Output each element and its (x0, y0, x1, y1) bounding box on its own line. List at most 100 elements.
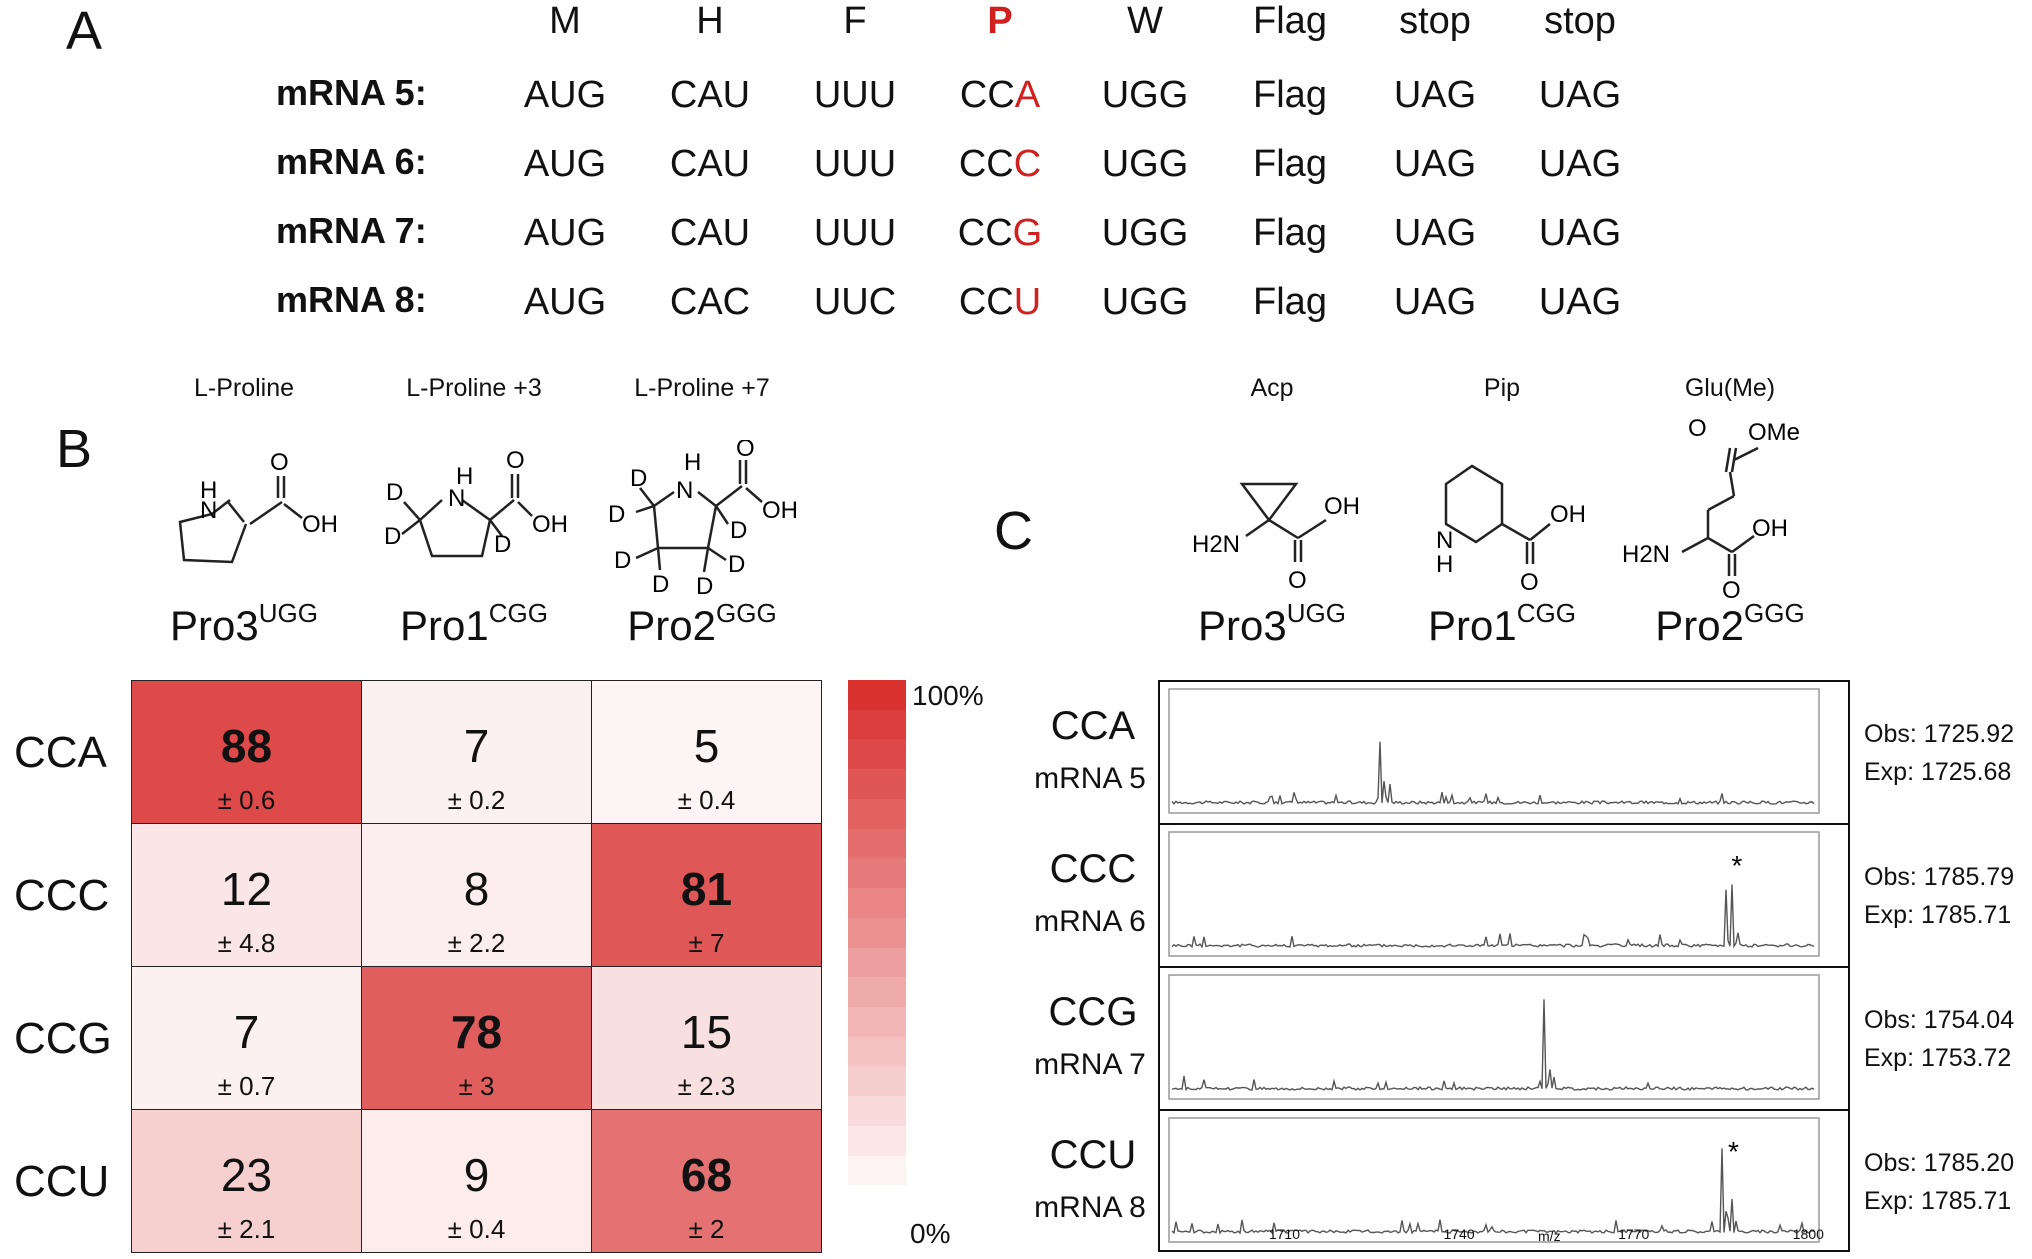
atom-n: N (448, 485, 465, 512)
trna-label-pro3: Pro3UGG (1198, 598, 1346, 649)
molecule-name-glu-me: Glu(Me) (1684, 374, 1776, 402)
molecule-name-acp: Acp (1250, 374, 1294, 402)
atom-oh: OH (762, 497, 798, 524)
atom-d: D (652, 571, 669, 598)
codon-cell: Flag (1253, 212, 1327, 254)
codon-cell: CCG (957, 212, 1043, 254)
spectrum-codon-label: CCC (1049, 847, 1137, 891)
codon-cell: CAC (669, 281, 751, 323)
color-scale-step (848, 680, 906, 711)
spectrum-plot: * (1168, 831, 1820, 957)
codon-cell: UUU (813, 143, 897, 185)
color-scale-step (848, 858, 906, 890)
color-scale-step (848, 947, 906, 979)
ms-axis-label: m/z (1538, 1228, 1561, 1244)
ms-axis-tick: 1740 (1443, 1226, 1475, 1242)
heatmap-error: ± 4.8 (217, 928, 276, 958)
heatmap-value: 81 (680, 863, 733, 915)
molecule-name-l-proline-3: L-Proline +3 (406, 374, 542, 402)
heatmap-value: 7 (233, 1006, 260, 1058)
atom-d: D (696, 573, 713, 600)
atom-n: N (200, 497, 217, 524)
expected-mass: Exp: 1725.68 (1864, 758, 2012, 786)
heatmap-error: ± 7 (688, 928, 725, 958)
panel-c-letter: C (994, 501, 1033, 561)
atom-h: H (200, 477, 217, 504)
spectrum-trace (1171, 741, 1815, 806)
codon-cell: CAU (669, 212, 751, 254)
heatmap-cell: 15 ± 2.3 (591, 966, 822, 1110)
atom-d: D (730, 517, 747, 544)
spectrum-trace (1171, 884, 1815, 949)
heatmap-cell: 7 ± 0.7 (131, 966, 362, 1110)
trna-label-pro1: Pro1CGG (400, 598, 548, 649)
row-label: mRNA 5: (276, 72, 427, 113)
heatmap-value: 68 (680, 1149, 733, 1201)
spectrum-plot (1168, 688, 1820, 814)
atom-d: D (386, 479, 403, 506)
panel-b-letter: B (56, 419, 93, 479)
spectrum-codon-label: CCU (1049, 1133, 1137, 1177)
expected-mass: Exp: 1753.72 (1864, 1044, 2012, 1072)
molecule-name-pip: Pip (1483, 374, 1521, 402)
codon-cell: AUG (523, 281, 607, 323)
heatmap-cell: 5 ± 0.4 (591, 680, 822, 824)
color-scale-step (848, 798, 906, 830)
spectrum-plot-frame (1168, 1117, 1820, 1243)
atom-d: D (614, 547, 631, 574)
spectrum-mrna-label: mRNA 5 (1034, 762, 1146, 795)
color-scale-bar (848, 680, 906, 1216)
atom-oh: OH (1550, 501, 1586, 528)
trna-label-pro2: Pro2GGG (1655, 598, 1805, 649)
spectrum-plot-frame (1168, 974, 1820, 1100)
heatmap-row-label: CCC (14, 871, 110, 920)
color-scale-step (848, 1036, 906, 1068)
atom-h: H (1436, 551, 1453, 578)
codon-cell: UAG (1393, 212, 1477, 254)
spectrum-trace (1171, 1148, 1815, 1235)
l-proline-structure: H N O OH (178, 449, 338, 564)
codon-cell: UGG (1101, 143, 1189, 185)
observed-mass: Obs: 1754.04 (1864, 1006, 2015, 1034)
heatmap-row-label: CCG (14, 1014, 112, 1063)
color-scale-step (848, 917, 906, 949)
spectrum-codon-label: CCG (1048, 990, 1138, 1034)
atom-oh: OH (1324, 493, 1360, 520)
codon-cell: UAG (1393, 281, 1477, 323)
color-scale-step (848, 1155, 906, 1187)
atom-o: O (1520, 569, 1539, 596)
heatmap-cell: 23 ± 2.1 (131, 1109, 362, 1253)
color-scale-step (848, 977, 906, 1008)
expected-mass: Exp: 1785.71 (1864, 901, 2012, 929)
trna-label-pro1: Pro1CGG (1428, 598, 1576, 649)
atom-h2n: H2N (1622, 541, 1670, 568)
heatmap-cell: 9 ± 0.4 (361, 1109, 592, 1253)
codon-cell: AUG (523, 74, 607, 116)
color-scale-step (848, 1006, 906, 1038)
ms-axis-tick: 1770 (1618, 1226, 1650, 1242)
atom-d: D (608, 501, 625, 528)
expected-mass: Exp: 1785.71 (1864, 1187, 2012, 1215)
heatmap-error: ± 0.2 (447, 785, 506, 815)
row-label: mRNA 7: (276, 210, 427, 251)
atom-ome: OMe (1748, 419, 1800, 446)
spectra-divider (1158, 966, 1850, 968)
color-scale-step (848, 769, 906, 800)
heatmap-value: 5 (693, 720, 720, 772)
codon-cell: AUG (523, 143, 607, 185)
ms-axis-tick: 1710 (1268, 1226, 1300, 1242)
codon-cell: UGG (1101, 212, 1189, 254)
observed-mass: Obs: 1785.79 (1864, 863, 2015, 891)
atom-h2n: H2N (1192, 531, 1240, 558)
heatmap-error: ± 2 (688, 1214, 725, 1244)
color-scale-step (848, 1185, 906, 1216)
spectrum-plot (1168, 974, 1820, 1100)
ms-axis-tick: 1800 (1792, 1226, 1824, 1242)
atom-oh: OH (532, 511, 568, 538)
spectrum-plot-frame (1168, 831, 1820, 957)
heatmap-value: 9 (463, 1149, 490, 1201)
molecule-name-l-proline-7: L-Proline +7 (634, 374, 770, 402)
spectrum-mrna-label: mRNA 6 (1034, 905, 1146, 938)
codon-variable-base: A (1014, 74, 1041, 116)
heatmap-cell: 7 ± 0.2 (361, 680, 592, 824)
